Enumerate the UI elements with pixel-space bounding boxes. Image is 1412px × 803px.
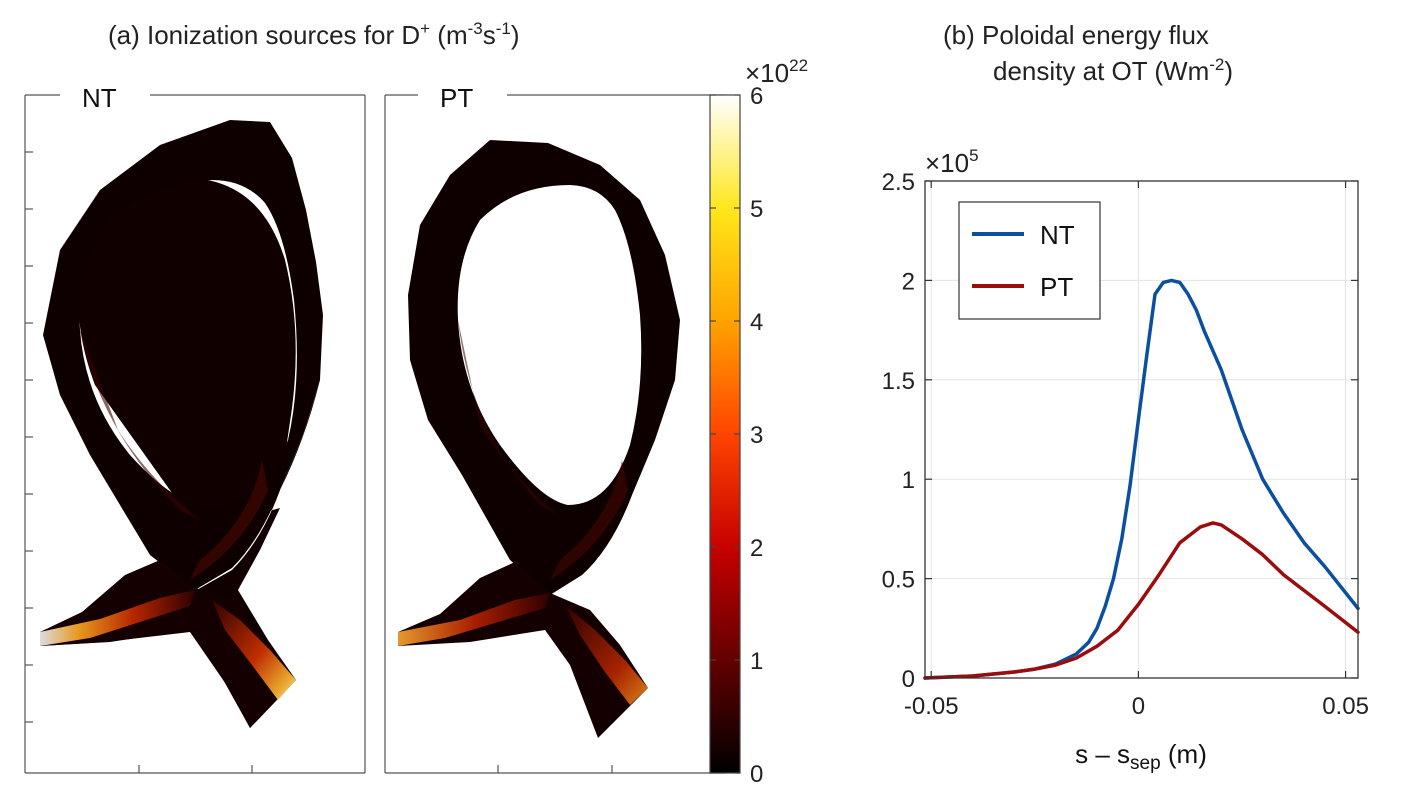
panel-b-title-line1: (b) Poloidal energy flux xyxy=(943,20,1209,50)
pt-map-label: PT xyxy=(440,83,473,113)
y-tick-label: 2 xyxy=(902,268,915,295)
colorbar-tick-label: 0 xyxy=(750,761,763,788)
nt-map-panel: NT xyxy=(24,83,366,774)
x-tick-label: 0 xyxy=(1132,693,1145,720)
colorbar-tick-label: 5 xyxy=(750,196,763,223)
colorbar-tick-label: 6 xyxy=(750,83,763,110)
chart-series xyxy=(923,278,1360,680)
plot-frame xyxy=(924,180,1359,679)
line-chart: 00.511.522.5-0.05 0 0.05 ×105 s – ssep (m)… xyxy=(882,146,1369,774)
chart-ticks: 00.511.522.5-0.05 0 0.05 xyxy=(882,169,1369,720)
colorbar-ticks: 0 1 2 3 4 5 6 xyxy=(710,83,763,788)
panel-a-title: (a) Ionization sources for D+ (m-3s-1) xyxy=(108,19,520,50)
pt-divertor-legs xyxy=(398,562,648,738)
legend-label-nt: NT xyxy=(1040,220,1075,250)
y-tick-label: 2.5 xyxy=(882,169,915,196)
y-tick-label: 0 xyxy=(902,666,915,693)
pt-map-panel: PT xyxy=(384,83,726,774)
series-line-pt xyxy=(923,521,1360,680)
colorbar-tick-label: 2 xyxy=(750,535,763,562)
legend: NT PT xyxy=(958,201,1101,320)
y-multiplier: ×105 xyxy=(925,146,979,178)
colorbar-multiplier: ×1022 xyxy=(745,56,808,88)
pt-sol-ring xyxy=(408,140,680,595)
series-line-nt xyxy=(923,278,1360,680)
x-tick-label: 0.05 xyxy=(1322,693,1369,720)
y-tick-label: 1.5 xyxy=(882,368,915,395)
colorbar-tick-label: 3 xyxy=(750,422,763,449)
y-tick-label: 0.5 xyxy=(882,567,915,594)
colorbar-tick-label: 4 xyxy=(750,309,763,336)
x-axis-label: s – ssep (m) xyxy=(1075,739,1207,774)
panel-b-title-line2: density at OT (Wm-2) xyxy=(993,55,1233,86)
nt-map-label: NT xyxy=(82,83,117,113)
legend-label-pt: PT xyxy=(1040,272,1073,302)
legend-box xyxy=(958,201,1101,320)
nt-divertor-legs xyxy=(40,560,296,728)
x-tick-label: -0.05 xyxy=(904,693,959,720)
nt-sol-ring xyxy=(43,120,323,590)
colorbar-tick-label: 1 xyxy=(750,648,763,675)
y-tick-label: 1 xyxy=(902,467,915,494)
colorbar: 0 1 2 3 4 5 6 ×1022 xyxy=(709,56,808,788)
